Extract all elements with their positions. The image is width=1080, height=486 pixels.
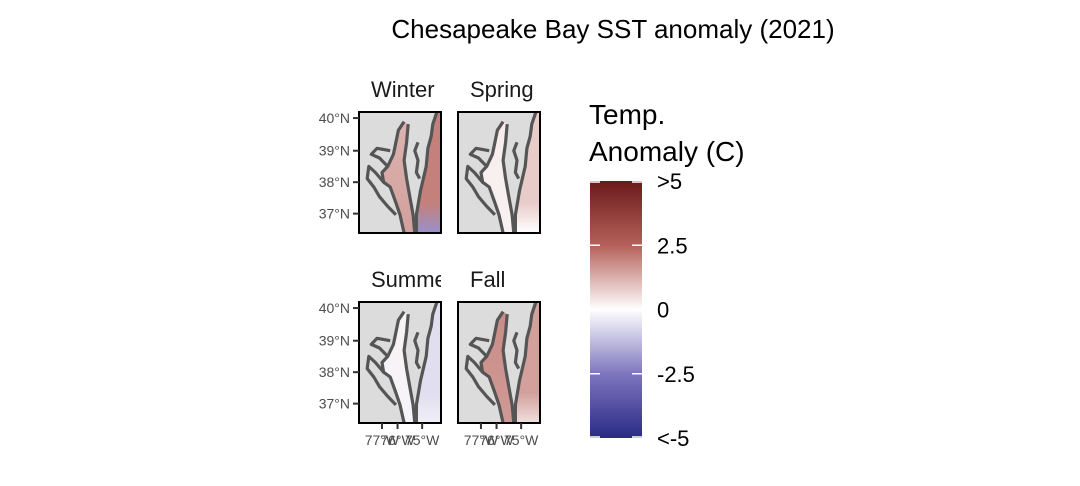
ocean-anomaly [416, 302, 441, 423]
coastline [402, 313, 417, 423]
ocean-anomaly [515, 112, 540, 233]
legend-label: >5 [657, 169, 682, 194]
legend-ticks: >5 2.5 0 -2.5 <-5 [590, 169, 695, 451]
coastline [468, 336, 490, 358]
coastline [501, 313, 516, 423]
chart-title: Chesapeake Bay SST anomaly (2021) [391, 14, 834, 44]
panel-summer: Summer 40°N 39°N 38°N 37°N 77°W76°W75°W [319, 267, 454, 448]
coastline [414, 302, 439, 423]
legend-label: <-5 [657, 426, 689, 451]
coastline [468, 146, 490, 168]
y-tick-label: 38°N [319, 174, 350, 190]
legend: Temp. Anomaly (C) >5 2.5 0 -2.5 <-5 [589, 99, 745, 451]
x-tick-label: 77°W [365, 432, 400, 448]
y-tick-label: 40°N [319, 300, 350, 316]
coastline [512, 141, 521, 180]
ocean-anomaly [416, 112, 441, 233]
panel-frame [358, 111, 442, 234]
x-tick-label: 76°W [479, 432, 514, 448]
y-tick-label: 39°N [319, 143, 350, 159]
panel-winter: Winter 40°N 39°N 38°N 37°N [319, 77, 442, 234]
y-tick-label: 40°N [319, 110, 350, 126]
coastline [513, 302, 538, 423]
coastline [512, 331, 521, 370]
coastline [380, 310, 406, 423]
panel-fall: Fall 77°W76°W75°W [457, 267, 541, 448]
bay-anomaly [382, 121, 415, 233]
x-tick-label: 75°W [405, 432, 440, 448]
coastline [369, 336, 391, 358]
x-tick-label: 77°W [464, 432, 499, 448]
legend-label: 2.5 [657, 233, 688, 258]
coastline [365, 164, 398, 216]
panel-spring: Spring [457, 77, 541, 234]
coastline [513, 112, 538, 233]
legend-title-line2: Anomaly (C) [589, 136, 745, 167]
facet-panels: Winter 40°N 39°N 38°N 37°N Spring Summer 40°N 39… [319, 77, 541, 448]
y-tick-label: 37°N [319, 206, 350, 222]
y-tick-label: 39°N [319, 333, 350, 349]
y-tick-label: 38°N [319, 364, 350, 380]
panel-label: Fall [470, 267, 505, 292]
coastline [365, 354, 398, 407]
panel-label: Spring [470, 77, 534, 102]
legend-label: -2.5 [657, 362, 695, 387]
coastline [501, 123, 516, 233]
coastline [464, 164, 497, 216]
coastline [414, 112, 439, 233]
bay-anomaly [481, 121, 514, 233]
panel-label: Winter [371, 77, 435, 102]
coastline [402, 123, 417, 233]
coastline [464, 354, 497, 407]
bay-anomaly [481, 311, 514, 423]
bay-anomaly [382, 311, 415, 423]
coastline [413, 141, 422, 180]
legend-title-line1: Temp. [589, 99, 665, 130]
coastline [479, 120, 505, 233]
panel-frame [457, 301, 541, 424]
legend-label: 0 [657, 298, 669, 323]
coastline [380, 120, 406, 233]
coastline [479, 310, 505, 423]
coastline [413, 331, 422, 370]
panel-frame [457, 111, 541, 234]
x-tick-label: 76°W [380, 432, 415, 448]
ocean-anomaly [515, 302, 540, 423]
x-tick-label: 75°W [504, 432, 539, 448]
panel-label: Summer [371, 267, 454, 292]
panel-frame [358, 301, 442, 424]
y-tick-label: 37°N [319, 396, 350, 412]
coastline [369, 146, 391, 168]
